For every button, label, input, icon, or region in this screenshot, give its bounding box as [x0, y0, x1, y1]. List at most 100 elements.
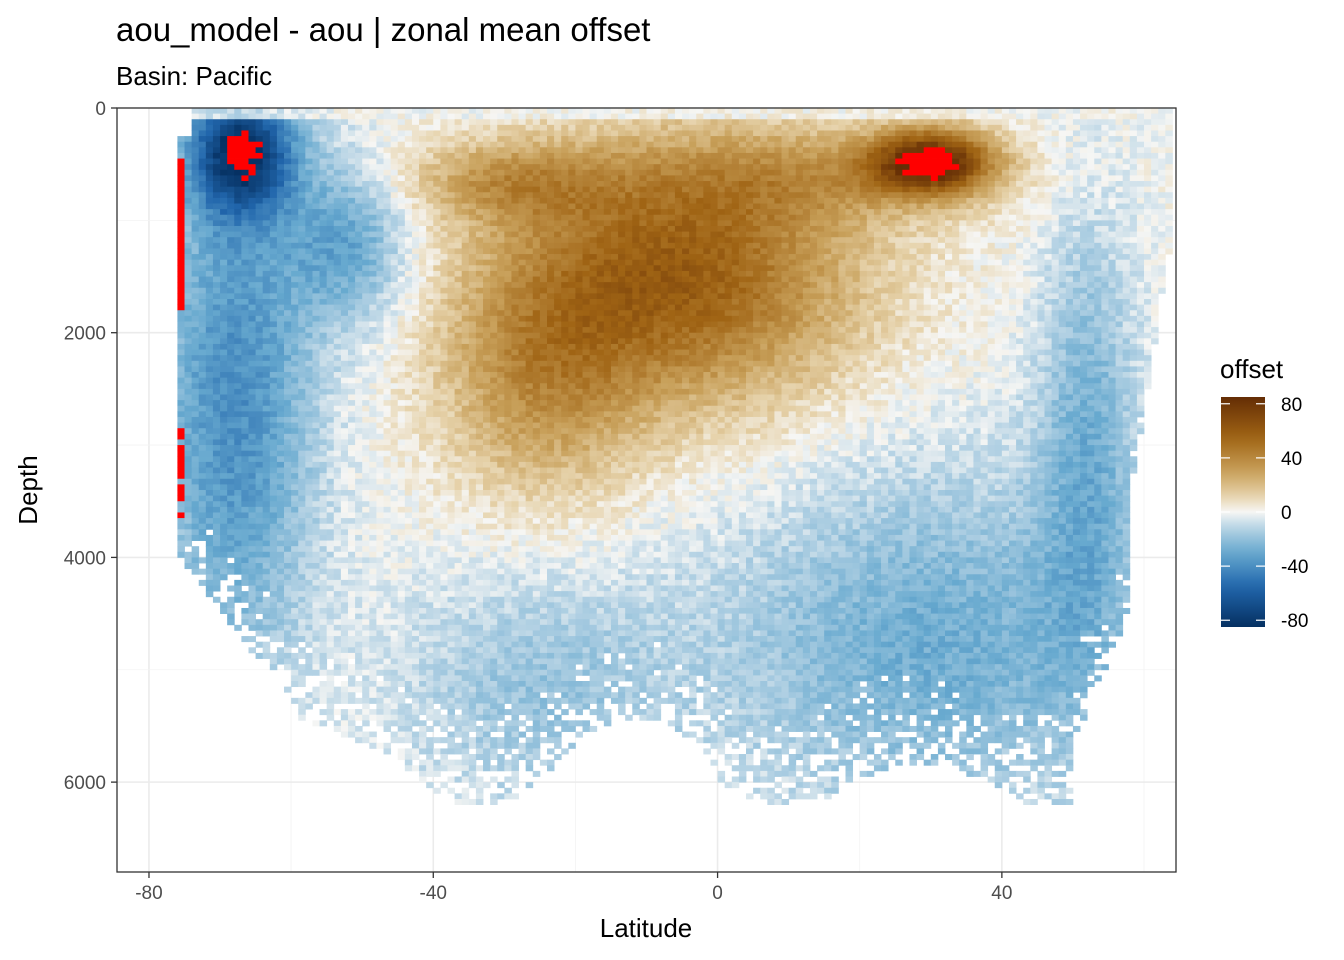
- heatmap-cell: [426, 709, 434, 716]
- heatmap-cell: [305, 237, 313, 244]
- heatmap-cell: [362, 478, 370, 485]
- heatmap-cell: [177, 394, 185, 401]
- heatmap-cell: [461, 506, 470, 513]
- heatmap-cell: [262, 478, 271, 485]
- heatmap-cell: [497, 445, 505, 452]
- heatmap-cell: [390, 445, 399, 452]
- heatmap-cell: [305, 630, 313, 637]
- heatmap-cell: [362, 534, 370, 541]
- heatmap-cell: [291, 411, 299, 418]
- heatmap-cell: [298, 501, 306, 508]
- heatmap-cell: [305, 692, 313, 699]
- heatmap-cell: [461, 158, 470, 165]
- heatmap-cell: [390, 433, 399, 440]
- heatmap-cell: [205, 551, 214, 558]
- heatmap-cell: [404, 512, 413, 519]
- heatmap-cell: [205, 332, 214, 339]
- heatmap-cell: [262, 518, 271, 525]
- heatmap-cell: [276, 540, 285, 547]
- heatmap-cell: [362, 664, 370, 671]
- heatmap-cell: [369, 242, 377, 249]
- heatmap-cell: [284, 108, 292, 115]
- heatmap-cell: [291, 360, 299, 367]
- heatmap-cell: [411, 529, 420, 536]
- heatmap-cell: [433, 141, 441, 148]
- heatmap-cell: [419, 467, 427, 474]
- heatmap-cell: [333, 332, 342, 339]
- heatmap-cell: [312, 652, 320, 659]
- heatmap-cell: [191, 568, 200, 575]
- heatmap-cell: [468, 506, 477, 513]
- heatmap-cell: [347, 141, 356, 148]
- heatmap-cell: [255, 411, 264, 418]
- heatmap-cell: [390, 225, 399, 232]
- heatmap-cell: [184, 158, 193, 165]
- heatmap-cell: [475, 585, 484, 592]
- heatmap-cell: [234, 478, 242, 485]
- heatmap-cell: [184, 467, 193, 474]
- heatmap-cell: [276, 574, 285, 581]
- heatmap-cell: [440, 299, 448, 306]
- heatmap-cell: [312, 130, 320, 137]
- heatmap-cell: [461, 636, 470, 643]
- heatmap-cell: [404, 563, 413, 570]
- heatmap-cell: [397, 383, 406, 390]
- heatmap-cell: [305, 321, 313, 328]
- heatmap-cell: [511, 203, 519, 210]
- heatmap-cell: [497, 512, 505, 519]
- heatmap-cell: [440, 450, 448, 457]
- heatmap-cell: [468, 641, 477, 648]
- heatmap-cell: [355, 439, 363, 446]
- heatmap-cell: [454, 445, 463, 452]
- heatmap-cell: [511, 349, 519, 356]
- heatmap-cell: [227, 124, 235, 131]
- heatmap-cell: [284, 124, 292, 131]
- heatmap-cell: [227, 119, 235, 126]
- heatmap-cell: [383, 675, 392, 682]
- heatmap-cell: [433, 540, 441, 547]
- heatmap-cell: [497, 411, 505, 418]
- heatmap-cell: [248, 214, 256, 221]
- heatmap-cell: [241, 591, 249, 598]
- heatmap-cell: [255, 203, 264, 210]
- heatmap-cell: [362, 377, 370, 384]
- heatmap-cell: [504, 394, 512, 401]
- heatmap-cell: [426, 248, 434, 255]
- heatmap-cell: [475, 714, 484, 721]
- heatmap-cell: [511, 360, 519, 367]
- heatmap-cell: [241, 394, 249, 401]
- heatmap-cell: [205, 130, 214, 137]
- heatmap-cell: [419, 242, 427, 249]
- heatmap-cell: [461, 327, 470, 334]
- heatmap-cell: [298, 360, 306, 367]
- heatmap-cell: [312, 383, 320, 390]
- heatmap-cell: [347, 136, 356, 143]
- heatmap-cell: [347, 254, 356, 261]
- heatmap-cell: [440, 461, 448, 468]
- heatmap-cell: [504, 411, 512, 418]
- heatmap-cell: [241, 259, 249, 266]
- heatmap-cell: [255, 602, 264, 609]
- heatmap-cell: [355, 697, 363, 704]
- heatmap-cell: [383, 265, 392, 272]
- heatmap-cell: [269, 141, 278, 148]
- heatmap-cell: [362, 636, 370, 643]
- heatmap-cell: [475, 231, 484, 238]
- heatmap-cell: [234, 259, 242, 266]
- heatmap-cell: [205, 338, 214, 345]
- heatmap-cell: [461, 731, 470, 738]
- heatmap-cell: [276, 546, 285, 553]
- heatmap-cell: [269, 310, 278, 317]
- heatmap-cell: [397, 579, 406, 586]
- heatmap-cell: [340, 119, 349, 126]
- heatmap-cell: [490, 579, 498, 586]
- heatmap-cell: [483, 315, 491, 322]
- heatmap-cell: [312, 360, 320, 367]
- heatmap-cell: [326, 490, 335, 497]
- heatmap-cell: [376, 169, 384, 176]
- heatmap-cell: [483, 175, 491, 182]
- heatmap-cell: [497, 147, 505, 154]
- heatmap-cell: [440, 664, 448, 671]
- heatmap-cell: [490, 355, 498, 362]
- heatmap-cell: [419, 540, 427, 547]
